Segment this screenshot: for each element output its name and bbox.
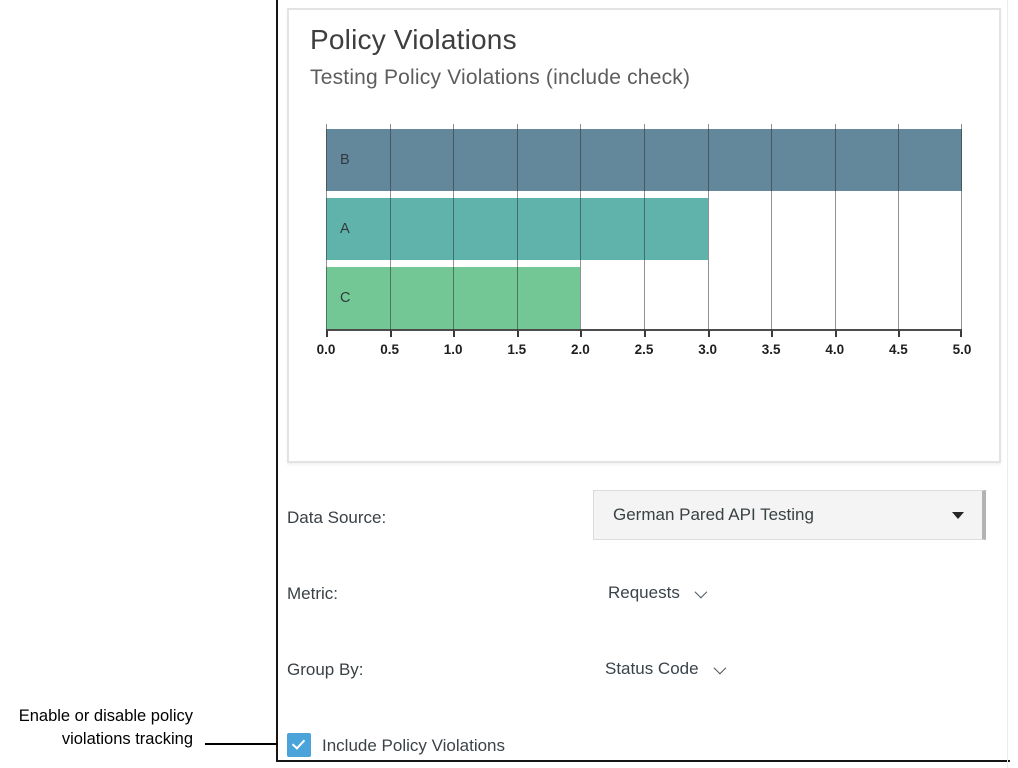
tick-label-3.5: 3.5 bbox=[761, 342, 781, 357]
group-by-label: Group By: bbox=[287, 660, 364, 679]
tick-4.0 bbox=[834, 331, 837, 337]
annotation-connector-line bbox=[205, 743, 278, 745]
annotation-line2: violations tracking bbox=[61, 730, 193, 748]
content-bottom-border bbox=[276, 760, 1010, 762]
group-by-select[interactable]: Status Code bbox=[605, 659, 726, 679]
gridline-2.5 bbox=[644, 124, 645, 331]
tick-3.0 bbox=[707, 331, 710, 337]
caret-down-icon bbox=[952, 511, 964, 519]
tick-0.0 bbox=[326, 331, 328, 337]
tick-1.5 bbox=[516, 331, 519, 337]
content-right-edge bbox=[1007, 0, 1008, 768]
tick-label-4.0: 4.0 bbox=[825, 342, 845, 357]
gridline-1.5 bbox=[516, 124, 518, 331]
bar-label-A: A bbox=[340, 221, 350, 237]
policy-violations-panel: Policy Violations Testing Policy Violati… bbox=[287, 8, 1001, 463]
tick-5.0 bbox=[960, 331, 962, 337]
data-source-label: Data Source: bbox=[287, 508, 387, 527]
gridline-0.5 bbox=[389, 124, 391, 331]
bar-label-B: B bbox=[340, 152, 350, 168]
panel-title: Policy Violations bbox=[310, 24, 517, 55]
data-source-dropdown[interactable]: German Pared API Testing bbox=[593, 490, 986, 540]
gridline-5.0 bbox=[961, 124, 962, 331]
gridline-3.0 bbox=[707, 124, 709, 331]
checkmark-icon bbox=[291, 736, 306, 750]
tick-label-4.5: 4.5 bbox=[889, 342, 908, 357]
annotation-text: Enable or disable policy violations trac… bbox=[0, 705, 193, 751]
gridline-3.5 bbox=[771, 124, 773, 331]
include-policy-violations-label: Include Policy Violations bbox=[322, 736, 506, 755]
gridline-4.0 bbox=[834, 124, 836, 331]
tick-label-5.0: 5.0 bbox=[952, 342, 972, 357]
content-left-border bbox=[276, 0, 278, 762]
panel-subtitle: Testing Policy Violations (include check… bbox=[310, 66, 691, 89]
gridline-4.5 bbox=[898, 124, 900, 331]
tick-3.5 bbox=[771, 331, 774, 337]
chevron-down-icon bbox=[694, 585, 708, 598]
tick-label-0.0: 0.0 bbox=[316, 342, 336, 357]
bar-label-C: C bbox=[340, 290, 351, 306]
tick-4.5 bbox=[898, 331, 901, 337]
metric-select[interactable]: Requests bbox=[608, 583, 708, 603]
gridline-1.0 bbox=[453, 124, 455, 331]
metric-value: Requests bbox=[608, 583, 680, 602]
tick-label-2.0: 2.0 bbox=[571, 342, 590, 357]
annotation-line1: Enable or disable policy bbox=[18, 707, 193, 725]
tick-label-3.0: 3.0 bbox=[698, 342, 717, 357]
gridline-0.0 bbox=[326, 124, 327, 331]
tick-label-0.5: 0.5 bbox=[380, 342, 399, 357]
chevron-down-icon bbox=[713, 661, 726, 674]
tick-label-2.5: 2.5 bbox=[634, 342, 654, 357]
tick-2.5 bbox=[644, 331, 646, 337]
bar-chart-plot: B A C 0.0 0.5 1.0 1.5 2.0 2.5 3.0 3.5 4.0 4.5 5.0 bbox=[317, 124, 971, 357]
tick-2.0 bbox=[580, 331, 583, 337]
data-source-value: German Pared API Testing bbox=[613, 505, 814, 524]
tick-0.5 bbox=[389, 331, 392, 337]
include-policy-violations-checkbox[interactable] bbox=[287, 733, 311, 757]
group-by-value: Status Code bbox=[605, 659, 699, 678]
tick-label-1.5: 1.5 bbox=[507, 342, 527, 357]
tick-1.0 bbox=[453, 331, 456, 337]
gridline-2.0 bbox=[580, 124, 582, 331]
tick-label-1.0: 1.0 bbox=[443, 342, 463, 357]
metric-label: Metric: bbox=[287, 584, 338, 603]
